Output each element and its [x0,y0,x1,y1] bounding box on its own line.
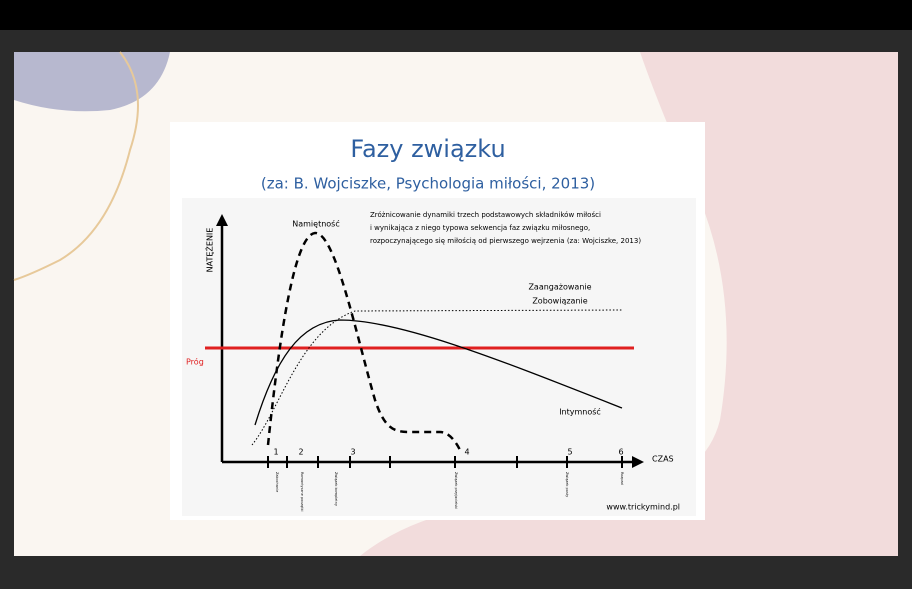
threshold-label: Próg [186,357,204,367]
phase-number: 1 [273,448,278,457]
curve-label: Intymność [559,407,601,417]
curve-label: Zaangażowanie [528,283,591,292]
curve-label: Namiętność [292,219,340,229]
page: Fazy związku (za: B. Wojciszke, Psycholo… [0,0,912,589]
phase-name: Romantyczne początki [300,472,304,512]
phase-number: 6 [618,448,623,457]
subtitle: (za: B. Wojciszke, Psychologia miłości, … [261,175,595,193]
top-bar [0,0,912,30]
phase-name: Związek pusty [565,472,569,497]
phase-number: 3 [350,448,355,457]
description-line: Zróżnicowanie dynamiki trzech podstawowy… [370,211,601,219]
chart-area [182,198,696,516]
phase-name: Rozpad [620,472,624,485]
phase-name: Zakochanie [275,472,279,492]
x-axis-label: CZAS [652,455,674,464]
phase-name: Związek przyjacielski [454,472,458,509]
screen: Fazy związku (za: B. Wojciszke, Psycholo… [0,0,912,589]
description-line: rozpoczynającego się miłością od pierwsz… [370,237,641,245]
description-line: i wynikająca z niego typowa sekwencja fa… [370,224,590,232]
title: Fazy związku [350,135,505,163]
y-axis-label: NATĘŻENIE [205,228,215,273]
phase-number: 5 [567,448,572,457]
curve-label: Zobowiązanie [532,297,587,306]
phase-number: 2 [298,448,303,457]
phase-number: 4 [464,448,469,457]
phase-name: Związek kompletny [334,472,338,506]
source: www.trickymind.pl [606,503,680,512]
